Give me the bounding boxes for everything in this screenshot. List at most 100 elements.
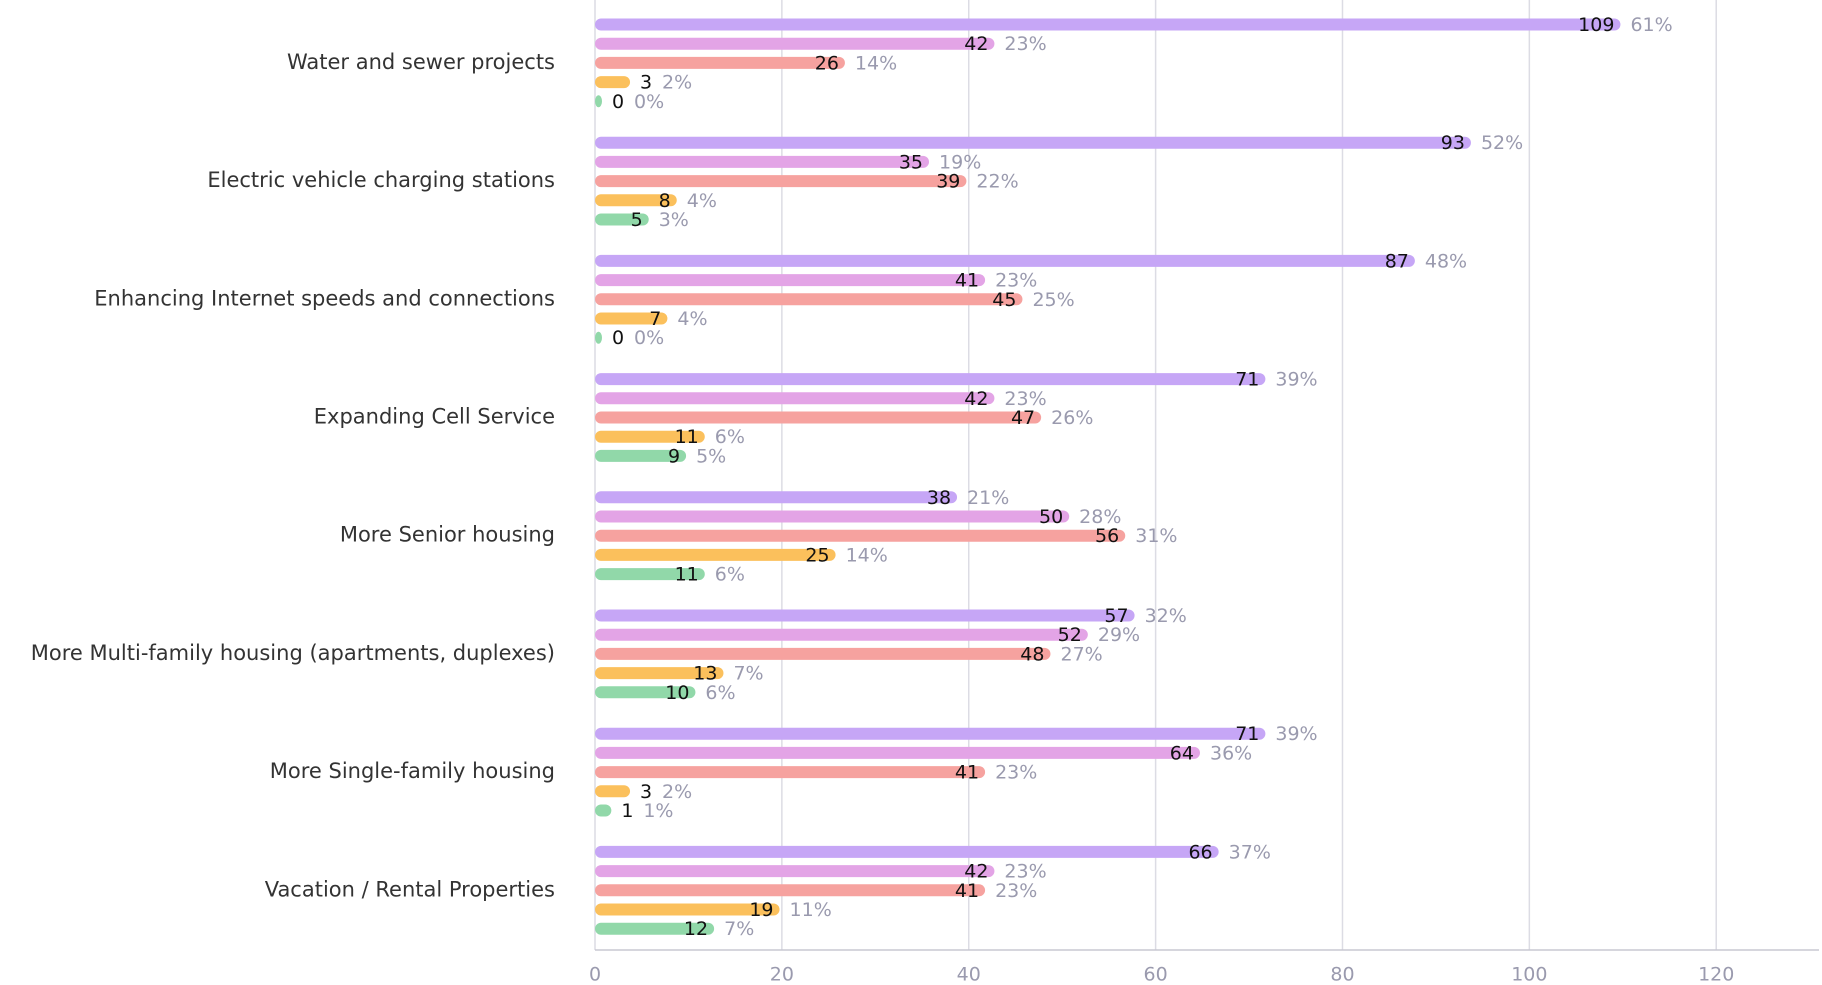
value-label: 10 <box>665 682 689 704</box>
percent-label: 6% <box>715 426 745 448</box>
bar <box>595 628 1088 641</box>
bar <box>595 865 995 878</box>
bar <box>595 254 1415 267</box>
bar <box>595 804 612 817</box>
bar <box>595 56 845 69</box>
percent-label: 39% <box>1275 369 1317 391</box>
value-label: 93 <box>1441 132 1465 154</box>
bar <box>595 647 1051 660</box>
value-label: 87 <box>1385 250 1409 272</box>
percent-label: 7% <box>733 663 763 685</box>
bar <box>595 686 696 699</box>
percent-label: 31% <box>1135 525 1177 547</box>
percent-label: 27% <box>1060 643 1102 665</box>
bar <box>595 213 649 226</box>
bar <box>595 274 986 287</box>
percent-label: 52% <box>1481 132 1523 154</box>
bar <box>595 37 995 50</box>
bar <box>595 785 631 798</box>
percent-label: 6% <box>715 564 745 586</box>
value-label: 7 <box>649 308 661 330</box>
percent-label: 22% <box>976 171 1018 193</box>
value-label: 41 <box>955 270 979 292</box>
percent-label: 23% <box>1004 388 1046 410</box>
value-label: 56 <box>1095 525 1119 547</box>
bar <box>595 194 677 207</box>
category-label: More Single-family housing <box>270 759 555 783</box>
bar <box>595 548 836 561</box>
category-label: More Multi-family housing (apartments, d… <box>31 641 555 665</box>
value-label: 41 <box>955 880 979 902</box>
bar <box>595 76 631 89</box>
value-label: 66 <box>1188 841 1212 863</box>
value-label: 109 <box>1578 14 1614 36</box>
percent-label: 29% <box>1098 624 1140 646</box>
value-label: 11 <box>675 564 699 586</box>
bar <box>595 430 705 443</box>
value-label: 50 <box>1039 506 1063 528</box>
value-label: 71 <box>1235 369 1259 391</box>
x-tick-label: 40 <box>957 964 981 985</box>
value-label: 52 <box>1058 624 1082 646</box>
percent-label: 0% <box>634 327 664 349</box>
percent-label: 25% <box>1032 289 1074 311</box>
bar <box>595 293 1023 306</box>
percent-label: 5% <box>696 445 726 467</box>
percent-label: 48% <box>1425 250 1467 272</box>
percent-label: 11% <box>790 899 832 921</box>
value-label: 41 <box>955 762 979 784</box>
percent-label: 2% <box>662 72 692 94</box>
percent-label: 19% <box>939 151 981 173</box>
bar <box>595 491 958 504</box>
bar <box>595 155 930 168</box>
bar <box>595 136 1471 149</box>
bar <box>595 312 668 325</box>
value-label: 9 <box>668 445 680 467</box>
bar <box>595 18 1621 31</box>
x-tick-label: 60 <box>1144 964 1168 985</box>
percent-label: 28% <box>1079 506 1121 528</box>
category-label: Vacation / Rental Properties <box>265 877 555 901</box>
percent-label: 14% <box>855 52 897 74</box>
category-label: Water and sewer projects <box>287 50 555 74</box>
bar <box>595 331 602 344</box>
bar <box>595 175 967 188</box>
percent-label: 4% <box>677 308 707 330</box>
value-label: 0 <box>612 91 624 113</box>
value-label: 42 <box>964 388 988 410</box>
percent-label: 23% <box>995 880 1037 902</box>
bar <box>595 373 1266 386</box>
value-label: 8 <box>659 190 671 212</box>
value-label: 3 <box>640 72 652 94</box>
percent-label: 32% <box>1145 605 1187 627</box>
bar <box>595 609 1135 622</box>
value-label: 38 <box>927 487 951 509</box>
bar <box>595 667 724 680</box>
bar <box>595 392 995 405</box>
percent-label: 36% <box>1210 742 1252 764</box>
bar <box>595 95 602 108</box>
bar <box>595 727 1266 740</box>
bar <box>595 529 1126 542</box>
value-label: 5 <box>631 209 643 231</box>
value-label: 57 <box>1104 605 1128 627</box>
x-tick-label: 0 <box>589 964 601 985</box>
value-label: 42 <box>964 861 988 883</box>
value-label: 25 <box>805 544 829 566</box>
x-tick-label: 80 <box>1330 964 1354 985</box>
category-label: Expanding Cell Service <box>314 405 555 429</box>
percent-label: 2% <box>662 781 692 803</box>
percent-label: 14% <box>846 544 888 566</box>
value-label: 64 <box>1170 742 1194 764</box>
bar <box>595 746 1200 759</box>
value-label: 11 <box>675 426 699 448</box>
category-label: Electric vehicle charging stations <box>207 168 555 192</box>
value-label: 71 <box>1235 723 1259 745</box>
value-label: 1 <box>621 800 633 822</box>
value-label: 26 <box>815 52 839 74</box>
bar <box>595 884 986 897</box>
value-label: 39 <box>936 171 960 193</box>
value-label: 13 <box>693 663 717 685</box>
value-label: 48 <box>1020 643 1044 665</box>
